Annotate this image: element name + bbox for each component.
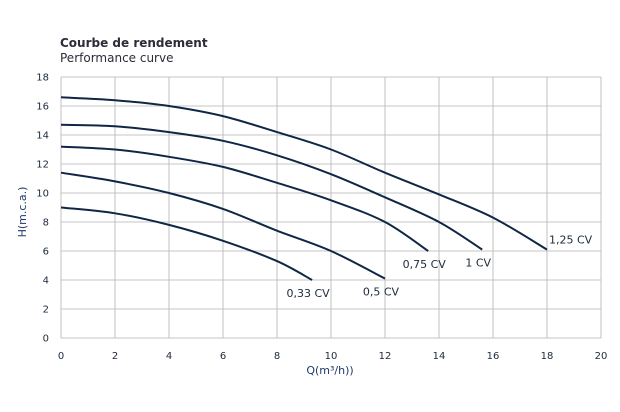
y-tick-label: 6 <box>43 247 49 258</box>
series-line <box>60 171 386 280</box>
y-tick-label: 10 <box>36 189 49 200</box>
x-tick-label: 10 <box>325 351 338 362</box>
x-tick-label: 14 <box>433 351 446 362</box>
y-tick-label: 0 <box>43 334 49 345</box>
series-label: 1 CV <box>465 257 491 270</box>
chart-title: Courbe de rendement <box>60 36 208 50</box>
x-tick-label: 4 <box>166 351 172 362</box>
y-tick-label: 14 <box>36 131 49 142</box>
y-tick-label: 16 <box>36 102 49 113</box>
x-tick-label: 6 <box>220 351 226 362</box>
y-tick-label: 4 <box>43 276 49 287</box>
x-axis-label: Q(m³/h)) <box>306 364 353 377</box>
x-tick-label: 0 <box>58 351 64 362</box>
series-label: 0,75 CV <box>403 258 447 271</box>
series-label: 0,5 CV <box>363 286 400 299</box>
series-line <box>60 123 483 251</box>
tick-labels: 0 2 4 6 8 10 12 14 16 18 20 0 2 4 6 8 10 12 14 16 18 <box>36 73 607 363</box>
y-tick-label: 8 <box>43 218 49 229</box>
y-tick-label: 2 <box>43 305 49 316</box>
x-tick-label: 8 <box>274 351 280 362</box>
series-label: 0,33 CV <box>286 287 330 300</box>
y-tick-label: 12 <box>36 160 49 171</box>
x-tick-label: 18 <box>541 351 554 362</box>
series-line <box>60 96 548 251</box>
series-labels: 0,33 CV 0,5 CV 0,75 CV 1 CV 1,25 CV <box>286 234 592 300</box>
x-tick-label: 16 <box>487 351 500 362</box>
x-tick-label: 20 <box>595 351 608 362</box>
chart-subtitle: Performance curve <box>60 51 174 65</box>
y-tick-label: 18 <box>36 73 49 84</box>
series-line <box>60 206 313 281</box>
series-line <box>60 145 429 252</box>
x-tick-label: 12 <box>379 351 392 362</box>
series-label: 1,25 CV <box>549 234 593 247</box>
x-tick-label: 2 <box>112 351 118 362</box>
y-axis-label: H(m.c.a.) <box>16 187 29 238</box>
chart-grid <box>60 76 602 339</box>
series-lines <box>60 96 548 281</box>
